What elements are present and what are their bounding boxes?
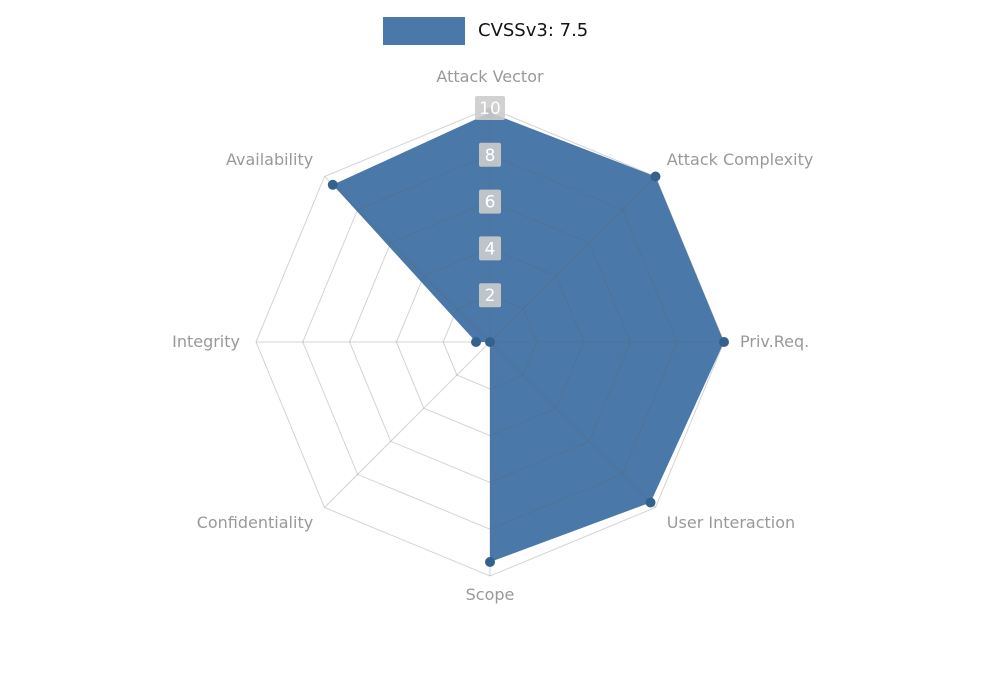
series-vertex-dot xyxy=(485,557,495,567)
value-tick-label: 6 xyxy=(485,193,496,213)
axis-label-integrity: Integrity xyxy=(172,332,240,351)
series-vertex-dot xyxy=(719,337,729,347)
axis-label-scope: Scope xyxy=(466,585,515,604)
series-vertex-dot xyxy=(327,179,338,190)
axis-label-availability: Availability xyxy=(226,150,313,169)
radar-grid-ring xyxy=(255,107,725,577)
series-vertex-dot xyxy=(645,497,656,508)
radar-grid-spoke xyxy=(324,341,491,508)
radar-grid-ring xyxy=(395,247,585,437)
chart-legend[interactable]: CVSSv3: 7.5 xyxy=(383,17,588,45)
value-tick-label: 4 xyxy=(485,239,496,259)
radar-grid-spoke xyxy=(489,341,656,508)
axis-label-confidentiality: Confidentiality xyxy=(197,513,313,532)
radar-grid-ring xyxy=(349,201,631,483)
series-vertex-dot xyxy=(471,337,481,347)
axis-label-attack-vector: Attack Vector xyxy=(436,67,544,86)
value-tick-chip xyxy=(479,142,501,167)
value-tick-label: 8 xyxy=(485,146,496,166)
legend-label: CVSSv3: 7.5 xyxy=(478,20,589,41)
value-tick-label: 10 xyxy=(479,99,501,119)
axis-label-attack-complexity: Attack Complexity xyxy=(667,150,814,169)
value-tick-label: 2 xyxy=(485,286,496,306)
value-tick-chip xyxy=(479,189,501,214)
value-tick-chip xyxy=(479,236,501,261)
radar-grid-ring xyxy=(302,154,678,530)
radar-grid-spoke xyxy=(324,176,491,343)
cvss-series-polygon xyxy=(332,112,724,562)
series-vertex-dot xyxy=(650,171,661,182)
legend-swatch xyxy=(383,17,465,45)
axis-label-priv-req: Priv.Req. xyxy=(740,332,809,351)
axis-label-user-interaction: User Interaction xyxy=(667,513,795,532)
radar-grid-ring xyxy=(442,294,538,390)
value-tick-chip xyxy=(479,283,501,308)
series-vertex-dot xyxy=(485,337,495,347)
value-tick-chip xyxy=(475,96,505,120)
radar-grid-spoke xyxy=(489,176,656,343)
